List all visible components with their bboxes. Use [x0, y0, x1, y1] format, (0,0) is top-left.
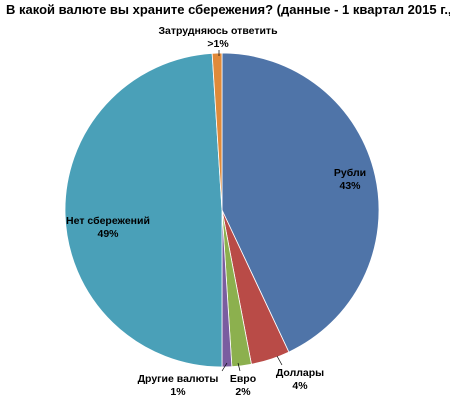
slice-name-label: Нет сбережений — [66, 215, 150, 227]
slice-name-label: Евро — [230, 373, 256, 385]
slice-value-label: 49% — [97, 228, 119, 240]
pie-slice — [221, 52, 380, 353]
label-leader-line — [221, 362, 228, 372]
slice-value-label: 2% — [235, 386, 251, 398]
slice-name-label: Доллары — [276, 367, 324, 379]
pie-slices — [64, 52, 380, 368]
label-leader-line — [276, 355, 283, 366]
slice-name-label: Другие валюты — [138, 373, 219, 385]
pie-slice — [64, 52, 223, 368]
slice-value-label: >1% — [207, 38, 229, 50]
slice-name-label: Затрудняюсь ответить — [158, 25, 278, 37]
slice-value-label: 43% — [339, 180, 361, 192]
slice-value-label: 4% — [292, 380, 308, 392]
slice-value-label: 1% — [170, 386, 186, 398]
slice-name-label: Рубли — [334, 167, 366, 179]
label-leader-line — [237, 362, 241, 372]
pie-slice — [211, 52, 223, 211]
chart-title: В какой валюте вы храните сбережения? (д… — [6, 2, 450, 17]
